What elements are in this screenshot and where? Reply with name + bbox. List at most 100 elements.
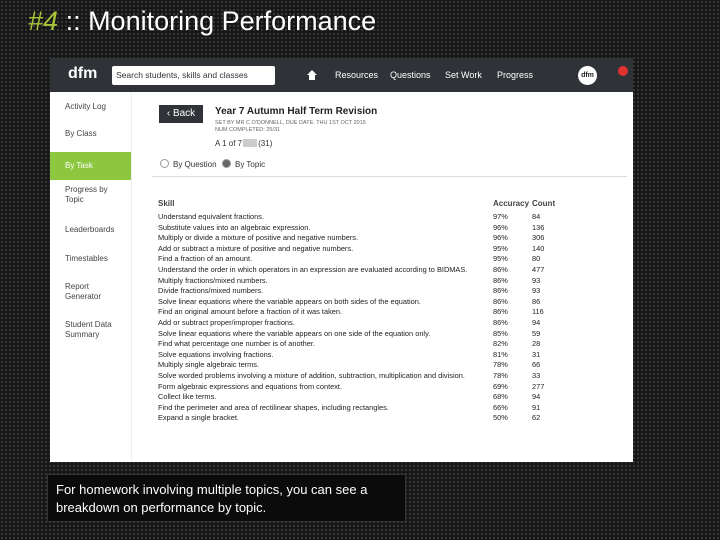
accuracy-cell: 86% [493, 286, 508, 296]
count-cell: 140 [532, 243, 545, 253]
skill-cell: Solve linear equations where the variabl… [158, 296, 421, 306]
radio-option[interactable]: By Topic [222, 159, 265, 169]
count-cell: 306 [532, 233, 545, 243]
skill-cell: Multiply single algebraic terms. [158, 360, 260, 370]
assignment-title: Year 7 Autumn Half Term Revision [215, 106, 378, 117]
notification-badge[interactable] [618, 66, 628, 76]
accuracy-cell: 69% [493, 381, 508, 391]
skill-cell: Add or subtract proper/improper fraction… [158, 318, 295, 327]
accuracy-cell: 66% [493, 402, 508, 412]
table-rule [152, 176, 627, 177]
sidebar-item[interactable]: Student Data Summary [65, 320, 112, 339]
count-cell: 93 [532, 286, 541, 296]
column-header: Count [532, 199, 556, 208]
count-cell: 93 [532, 275, 541, 285]
sidebar: Activity Log By Class By Task Progress by T… [50, 92, 132, 462]
skill-cell: Multiply or divide a mixture of positive… [158, 233, 359, 243]
accuracy-cell: 95% [493, 254, 508, 264]
accuracy-cell: 86% [493, 307, 508, 317]
sidebar-item[interactable]: By Class [65, 129, 97, 138]
accuracy-cell: 96% [493, 222, 508, 232]
count-cell: 31 [532, 349, 541, 359]
back-button[interactable]: ‹ Back [159, 105, 203, 123]
skill-cell: Expand a single bracket. [158, 413, 239, 423]
count-cell: 94 [532, 318, 541, 327]
column-header: Accuracy [493, 199, 530, 208]
skill-cell: Solve worded problems involving a mixtur… [158, 371, 465, 380]
accuracy-cell: 86% [493, 296, 508, 306]
skill-cell: Understand equivalent fractions. [158, 212, 264, 221]
skill-cell: Add or subtract a mixture of positive an… [158, 243, 354, 253]
accuracy-cell: 95% [493, 243, 508, 253]
accuracy-cell: 86% [493, 265, 508, 274]
radio-label[interactable]: By Topic [235, 160, 266, 169]
accuracy-cell: 78% [493, 360, 508, 370]
slide-title: #4 :: Monitoring Performance [28, 6, 376, 37]
count-cell: 116 [532, 307, 544, 317]
logo[interactable]: dfm [68, 65, 98, 82]
count-cell: 84 [532, 212, 541, 221]
count-cell: 33 [532, 371, 541, 380]
skill-cell: Substitute values into an algebraic expr… [158, 222, 311, 232]
skill-cell: Solve linear equations where the variabl… [158, 328, 431, 338]
accuracy-cell: 96% [493, 233, 508, 243]
counter-text: A 1 of 7 [215, 139, 243, 148]
skill-cell: Solve equations involving fractions. [158, 349, 274, 359]
skill-cell: Find the perimeter and area of rectiline… [158, 402, 389, 412]
nav-item[interactable]: Questions [390, 70, 431, 80]
back-label[interactable]: Back [172, 108, 196, 119]
user-avatar[interactable]: dfm [578, 66, 597, 85]
skill-cell: Find a fraction of an amount. [158, 254, 253, 264]
accuracy-cell: 81% [493, 349, 508, 359]
accuracy-cell: 85% [493, 328, 508, 338]
skill-cell: Find what percentage one number is of an… [158, 339, 315, 349]
home-icon[interactable] [306, 69, 318, 81]
count-cell: 28 [532, 339, 541, 349]
count-cell: 136 [532, 222, 545, 232]
screenshot: dfm Search students, skills and classes … [50, 58, 633, 462]
accuracy-cell: 50% [493, 413, 508, 423]
skill-cell: Collect like terms. [158, 392, 217, 402]
nav-item[interactable]: Resources [335, 70, 379, 80]
count-cell: 94 [532, 392, 541, 402]
accuracy-cell: 97% [493, 212, 508, 221]
sidebar-item[interactable]: By Task [50, 152, 131, 180]
slide-title-text: :: Monitoring Performance [65, 6, 377, 36]
meta-line: SET BY MR C O'DONNELL, DUE DATE: THU 1ST… [215, 120, 366, 126]
sidebar-item[interactable]: Progress by Topic [65, 185, 108, 204]
radio-option[interactable]: By Question [160, 159, 217, 169]
skill-cell: Find an original amount before a fractio… [158, 307, 343, 317]
accuracy-cell: 82% [493, 339, 508, 349]
slide-number: #4 [28, 6, 59, 36]
count-cell: 80 [532, 254, 541, 264]
meta-line: NUM COMPLETED: 25/31 [215, 127, 281, 133]
accuracy-cell: 86% [493, 318, 508, 327]
skill-cell: Form algebraic expressions and equations… [158, 381, 343, 391]
sidebar-item[interactable]: Report Generator [65, 282, 102, 301]
count-cell: 66 [532, 360, 541, 370]
counter-total: (31) [258, 139, 273, 148]
count-cell: 86 [532, 296, 541, 306]
top-bar: dfm Search students, skills and classes … [50, 58, 633, 92]
accuracy-cell: 78% [493, 371, 508, 380]
count-cell: 477 [532, 265, 545, 274]
caption: For homework involving multiple topics, … [47, 474, 406, 522]
count-cell: 91 [532, 402, 541, 412]
radio-label[interactable]: By Question [173, 160, 217, 169]
skill-cell: Understand the order in which operators … [158, 265, 468, 274]
skill-cell: Multiply fractions/mixed numbers. [158, 275, 268, 285]
sidebar-item[interactable]: Leaderboards [65, 225, 115, 234]
count-cell: 59 [532, 328, 541, 338]
accuracy-cell: 68% [493, 392, 508, 402]
count-cell: 62 [532, 413, 541, 423]
column-header: Skill [158, 199, 175, 208]
skill-cell: Divide fractions/mixed numbers. [158, 286, 264, 296]
counter: A 1 of 7 (31) [215, 139, 272, 148]
accuracy-cell: 86% [493, 275, 508, 285]
nav-item[interactable]: Progress [497, 70, 534, 80]
search-box[interactable]: Search students, skills and classes [112, 66, 275, 85]
nav-item[interactable]: Set Work [445, 70, 482, 80]
sidebar-item[interactable]: Activity Log [65, 102, 106, 111]
sidebar-item[interactable]: Timestables [65, 254, 108, 263]
